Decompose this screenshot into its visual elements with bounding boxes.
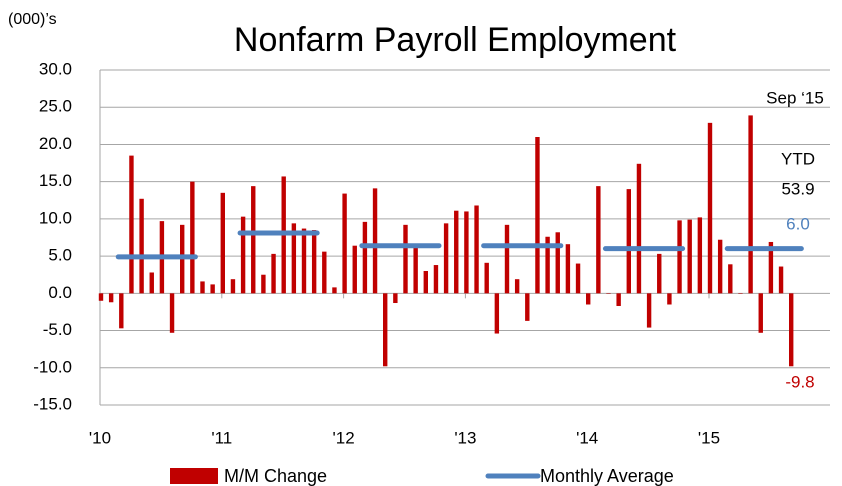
bar	[484, 262, 489, 294]
bar	[758, 293, 763, 333]
bar	[464, 211, 469, 294]
y-tick-label: 30.0	[39, 59, 72, 78]
bar	[240, 216, 246, 294]
y-tick-label: 20.0	[39, 134, 72, 153]
bar	[545, 236, 550, 294]
bar	[443, 223, 449, 294]
bar	[626, 189, 631, 294]
bar	[657, 253, 662, 294]
annotation: YTD	[781, 149, 815, 168]
bar	[413, 244, 418, 294]
bar	[565, 244, 571, 294]
bar	[433, 265, 439, 294]
bar	[210, 284, 215, 294]
bar	[636, 163, 642, 294]
bar	[393, 293, 398, 304]
bar	[748, 115, 753, 294]
bar	[687, 219, 692, 294]
bar	[667, 293, 672, 305]
bar	[474, 205, 479, 294]
annotation: -9.8	[785, 372, 814, 391]
bar	[606, 293, 611, 294]
x-tick-label: '13	[454, 428, 476, 447]
bar	[169, 293, 175, 333]
bar	[332, 287, 337, 294]
y-tick-label: -10.0	[33, 357, 72, 376]
bar	[494, 293, 500, 334]
y-tick-label: 0.0	[48, 283, 72, 302]
bar	[271, 253, 276, 294]
legend-label: M/M Change	[224, 466, 327, 486]
bar	[230, 279, 236, 294]
bar	[149, 272, 154, 294]
bar	[383, 293, 388, 367]
bar	[707, 122, 713, 294]
bar	[535, 137, 540, 294]
bar	[697, 217, 703, 294]
bar	[98, 293, 104, 301]
bar	[362, 221, 368, 294]
y-tick-label: 15.0	[39, 171, 72, 190]
bar	[616, 293, 621, 306]
annotation: 6.0	[786, 214, 810, 233]
x-tick-label: '14	[576, 428, 598, 447]
bar	[291, 223, 297, 294]
bar	[514, 279, 520, 294]
bar	[352, 245, 357, 294]
legend-label: Monthly Average	[540, 466, 674, 486]
bar	[586, 293, 591, 305]
y-tick-label: 5.0	[48, 246, 72, 265]
bar	[454, 210, 459, 294]
bar	[220, 192, 225, 294]
bar	[575, 263, 581, 294]
x-tick-label: '15	[698, 428, 720, 447]
bar	[525, 293, 530, 321]
bar	[403, 224, 408, 294]
bar	[190, 181, 195, 294]
bar	[738, 293, 743, 294]
bar	[139, 198, 144, 294]
bar	[119, 293, 124, 329]
bar	[778, 266, 784, 294]
bar	[504, 224, 510, 294]
bar	[728, 264, 733, 294]
x-tick-label: '11	[211, 428, 232, 447]
bar	[768, 241, 774, 294]
bar	[129, 155, 134, 294]
bar	[322, 251, 327, 294]
x-tick-label: '10	[89, 428, 111, 447]
bar	[261, 274, 266, 294]
unit-label: (000)’s	[8, 11, 57, 28]
bar	[108, 293, 114, 303]
annotation: 53.9	[781, 179, 814, 198]
bar	[200, 281, 205, 294]
annotation: Sep ‘15	[766, 88, 824, 107]
bar	[717, 239, 723, 294]
bar	[423, 271, 428, 294]
chart-title: Nonfarm Payroll Employment	[234, 21, 677, 59]
bar	[555, 232, 560, 294]
legend-swatch	[170, 468, 218, 484]
bar	[677, 220, 682, 294]
bar	[251, 186, 256, 294]
bar	[596, 186, 601, 294]
x-tick-label: '12	[333, 428, 355, 447]
bar	[301, 228, 307, 294]
y-tick-label: -15.0	[33, 394, 72, 413]
y-tick-label: -5.0	[43, 320, 72, 339]
bar	[372, 188, 378, 294]
y-tick-label: 25.0	[39, 97, 72, 116]
bar	[311, 230, 317, 294]
bar	[342, 193, 347, 294]
bar	[646, 293, 652, 328]
y-tick-label: 10.0	[39, 208, 72, 227]
bar	[789, 293, 794, 367]
